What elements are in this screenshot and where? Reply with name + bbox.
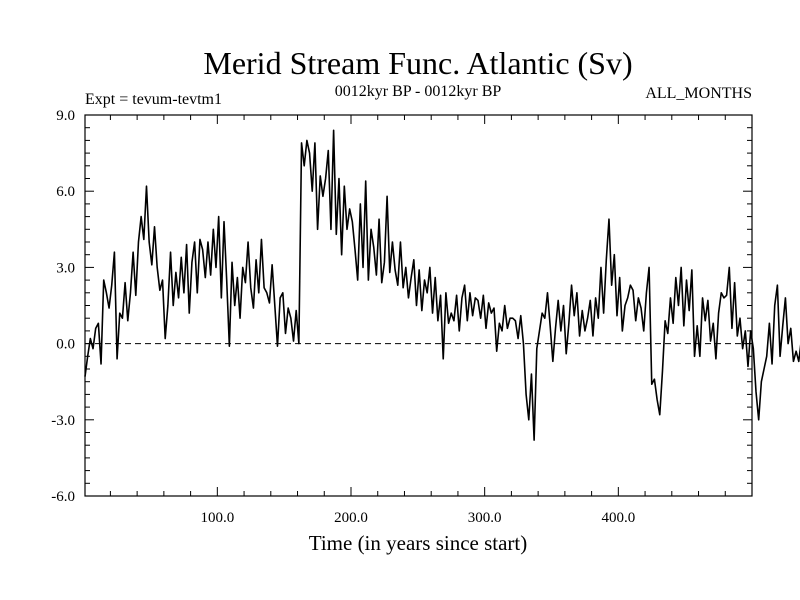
chart-subtitle-period: 0012kyr BP - 0012kyr BP: [335, 83, 502, 100]
y-tick-label: 6.0: [56, 184, 75, 200]
chart-subtitle-expt: Expt = tevum-tevtm1: [85, 91, 222, 108]
y-tick-label: 3.0: [56, 260, 75, 276]
chart-title: Merid Stream Func. Atlantic (Sv): [203, 45, 632, 81]
x-tick-label: 200.0: [334, 510, 368, 526]
plot-frame: [84, 114, 753, 497]
y-tick-label: 0.0: [56, 337, 75, 353]
x-axis-label: Time (in years since start): [309, 531, 528, 555]
y-tick-label: -3.0: [51, 413, 75, 429]
x-tick-label: 300.0: [468, 510, 502, 526]
x-tick-label: 100.0: [200, 510, 234, 526]
y-tick-label: 9.0: [56, 108, 75, 124]
x-tick-label: 400.0: [601, 510, 635, 526]
plot-area: -6.0 -3.0 0.0 3.0 6.0 9.0 100.0 200.0 300.0 400.0: [51, 108, 800, 526]
data-series-line: [84, 129, 800, 441]
y-tick-label: -6.0: [51, 489, 75, 505]
chart-subtitle-months: ALL_MONTHS: [645, 85, 752, 102]
